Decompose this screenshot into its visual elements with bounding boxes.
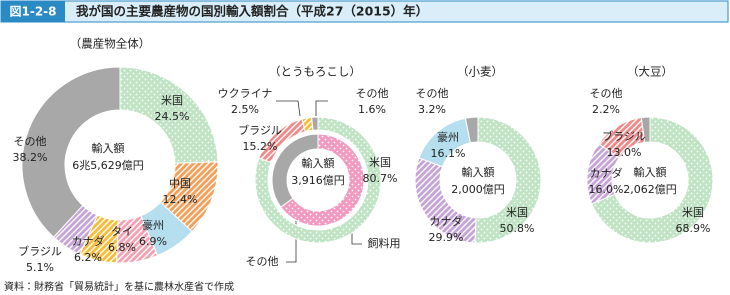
slice xyxy=(21,66,121,238)
slice-category: カナダ xyxy=(590,166,623,180)
slice-value-label: 15.2% xyxy=(243,140,278,153)
inner-slice xyxy=(280,133,365,227)
slice-category: タイ xyxy=(111,225,133,238)
leader-line xyxy=(276,100,301,117)
slice-category: 米国 xyxy=(682,206,704,219)
leader-line xyxy=(315,100,328,116)
slice-category: 米国 xyxy=(161,94,183,107)
slice-value-label: 12.4% xyxy=(163,193,198,206)
slice-category: ブラジル xyxy=(602,129,646,143)
slice-value-label: 3.2% xyxy=(418,103,446,116)
slice-value-label: 80.7% xyxy=(363,172,398,185)
slice-category: 米国 xyxy=(369,156,391,169)
source-note: 資料：財務省「貿易統計」を基に農林水産省で作成 xyxy=(4,280,234,293)
slice-value-label: 6.9% xyxy=(139,235,167,248)
center-value: 3,916億円 xyxy=(291,174,345,187)
figure-title: 我が国の主要農産物の国別輸入額割合（平成27（2015）年） xyxy=(76,4,428,19)
slice-category: その他 xyxy=(416,87,449,100)
inner-label: その他 xyxy=(246,255,279,268)
slice-value-label: 38.2% xyxy=(13,151,48,164)
chart-title: （小麦） xyxy=(457,65,503,79)
slice-value-label: 13.0% xyxy=(607,146,642,159)
slice xyxy=(119,66,219,164)
slice-value-label: 24.5% xyxy=(155,110,190,123)
header-label-box xyxy=(1,1,65,22)
slice-value-label: 6.2% xyxy=(74,251,102,264)
center-value: 2,062億円 xyxy=(623,183,677,196)
slice xyxy=(254,116,382,244)
slice-category: ブラジル xyxy=(18,244,62,258)
slice-category: 豪州 xyxy=(142,218,164,232)
center-label: 輸入額 xyxy=(302,156,335,170)
center-label: 輸入額 xyxy=(92,141,125,155)
center-value: 2,000億円 xyxy=(451,183,505,196)
inner-label: 飼料用 xyxy=(368,236,401,250)
slice-category: ウクライナ xyxy=(218,87,273,100)
center-label: 輸入額 xyxy=(462,165,495,179)
chart-title: （農産物全体） xyxy=(70,37,151,51)
slice-category: 豪州 xyxy=(437,130,459,144)
slice-category: その他 xyxy=(14,135,47,148)
slice-value-label: 16.1% xyxy=(431,147,466,160)
center-label: 輸入額 xyxy=(634,165,667,179)
slice xyxy=(311,116,319,131)
slice-value-label: 1.6% xyxy=(358,103,386,116)
figure-label: 図1-2-8 xyxy=(9,5,56,19)
slice xyxy=(640,116,651,143)
chart-title: （大豆） xyxy=(627,65,673,79)
slice-category: その他 xyxy=(356,87,389,100)
slice-value-label: 16.0% xyxy=(589,183,624,196)
slice-category: 米国 xyxy=(506,206,528,219)
slice-value-label: 68.9% xyxy=(676,222,711,235)
slice-category: カナダ xyxy=(72,234,105,248)
slice xyxy=(464,116,479,144)
slice-category: ブラジル xyxy=(238,123,282,137)
slice-category: 中国 xyxy=(169,177,191,190)
slice-value-label: 5.1% xyxy=(26,261,54,274)
slice-value-label: 29.9% xyxy=(429,231,464,244)
slice-value-label: 6.8% xyxy=(108,241,136,254)
slice-value-label: 2.2% xyxy=(592,103,620,116)
inner-slice xyxy=(271,133,319,208)
slice-value-label: 2.5% xyxy=(231,103,259,116)
center-value: 6兆5,629億円 xyxy=(72,159,144,172)
chart-title: （とうもろこし） xyxy=(269,65,361,79)
slice xyxy=(474,116,542,244)
slice xyxy=(591,116,714,244)
slice-category: カナダ xyxy=(430,214,463,228)
slice-value-label: 50.8% xyxy=(500,222,535,235)
slice-category: その他 xyxy=(590,87,623,100)
